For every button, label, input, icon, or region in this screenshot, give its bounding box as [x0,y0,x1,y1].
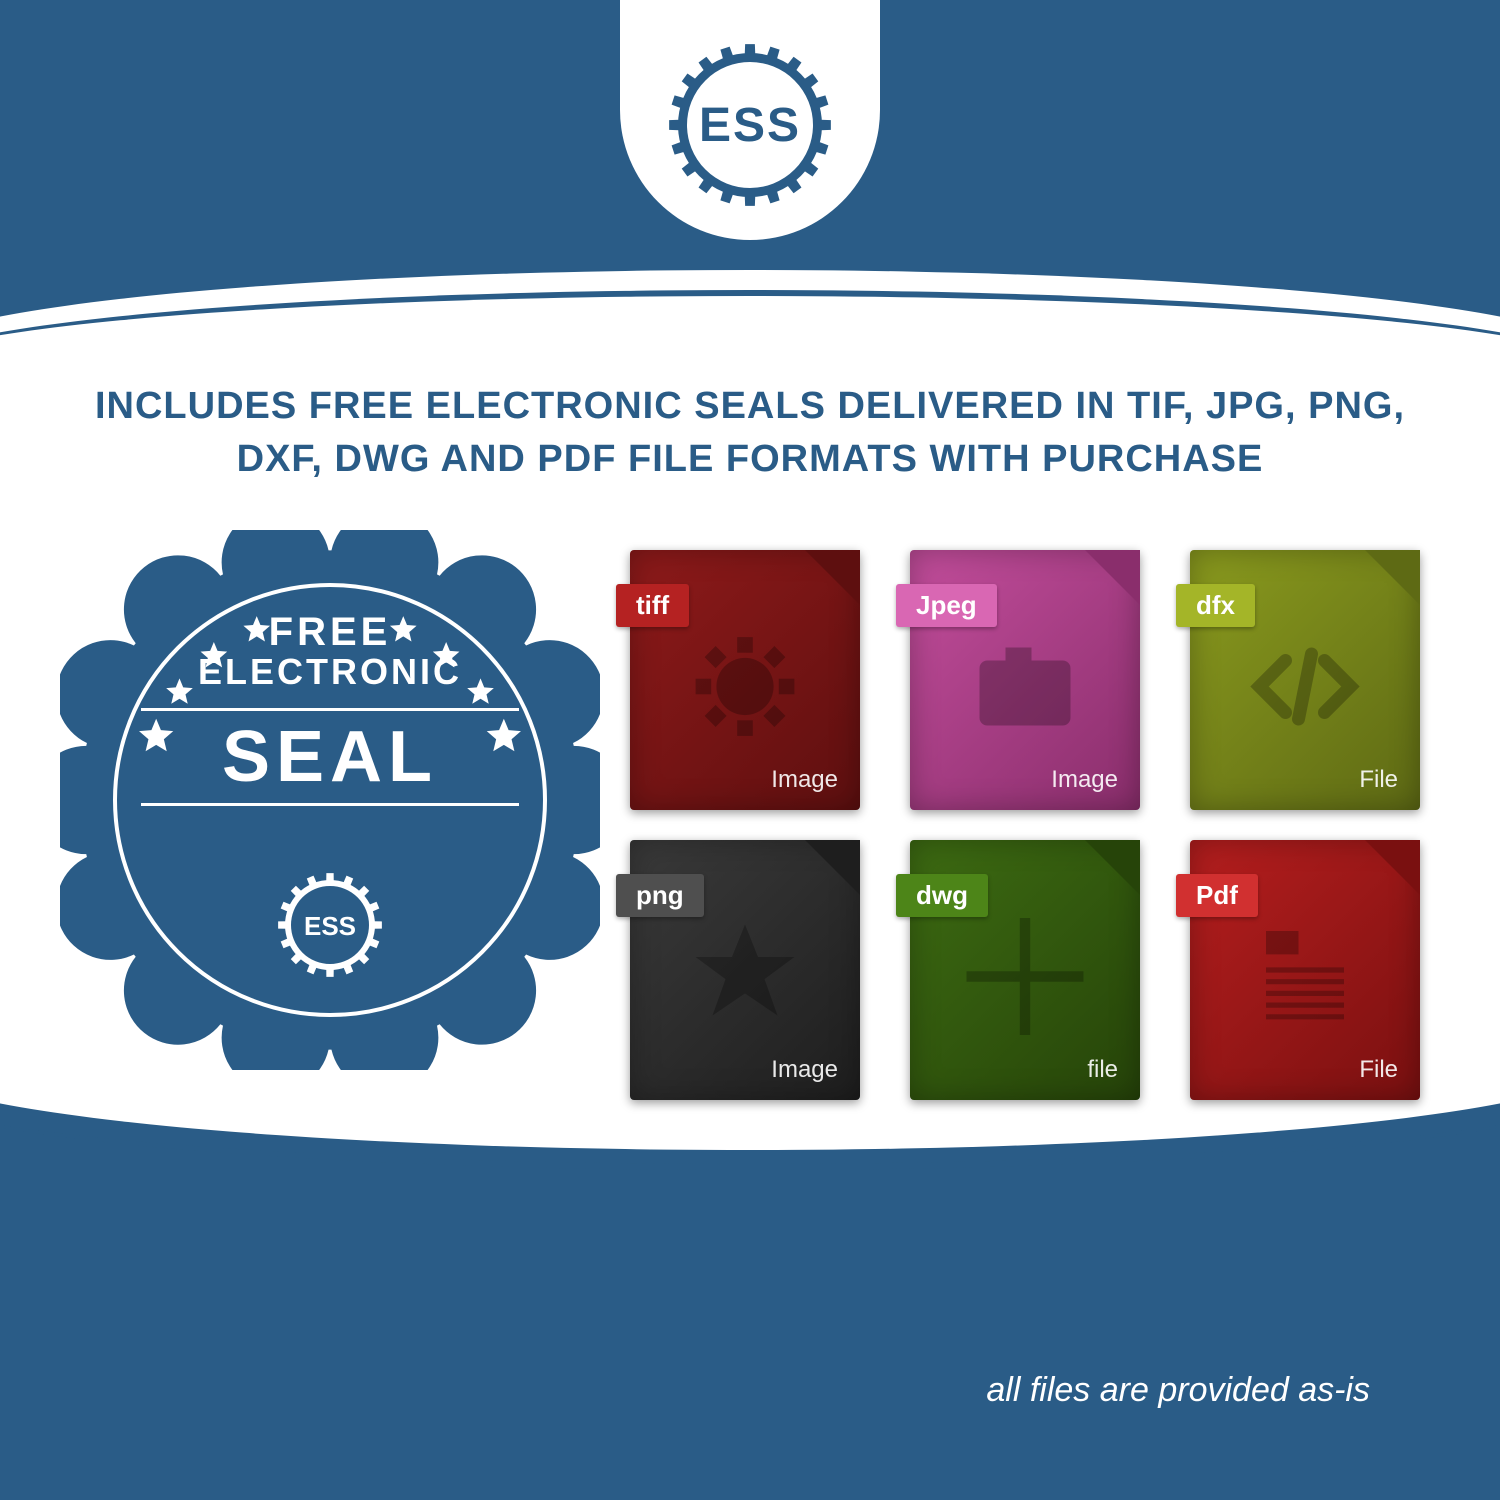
file-fold-corner [805,840,860,895]
logo-text: ESS [699,98,801,153]
file-type-label: Image [771,766,838,794]
file-glyph-icon [680,622,810,752]
file-glyph-icon [1240,912,1370,1042]
file-icon-jpeg: Jpeg Image [910,550,1140,810]
file-icon-dfx: dfx File [1190,550,1420,810]
file-fold-corner [1365,840,1420,895]
file-icon-tiff: tiff Image [630,550,860,810]
logo-shield: ESS [620,0,880,240]
file-glyph-icon [1240,622,1370,752]
content-row: FREE ELECTRONIC SEAL ESS tiff Image Jpeg [60,530,1440,1100]
file-fold-corner [1365,550,1420,605]
file-fold-corner [1085,550,1140,605]
free-electronic-seal-badge: FREE ELECTRONIC SEAL ESS [60,530,600,1070]
file-glyph-icon [680,912,810,1042]
file-format-grid: tiff Image Jpeg Image dfx File png Image… [630,530,1440,1100]
file-type-label: Image [1051,766,1118,794]
disclaimer-text: all files are provided as-is [986,1371,1370,1410]
file-glyph-icon [960,622,1090,752]
file-type-label: File [1359,1056,1398,1084]
file-type-label: file [1087,1056,1118,1084]
seal-stars-arc [60,530,600,1070]
file-type-label: Image [771,1056,838,1084]
headline-text: INCLUDES FREE ELECTRONIC SEALS DELIVERED… [60,380,1440,486]
file-icon-dwg: dwg file [910,840,1140,1100]
file-fold-corner [805,550,860,605]
logo-gear: ESS [660,35,840,215]
file-icon-pdf: Pdf File [1190,840,1420,1100]
file-icon-png: png Image [630,840,860,1100]
file-fold-corner [1085,840,1140,895]
file-format-label: tiff [616,584,689,627]
file-glyph-icon [960,912,1090,1042]
file-type-label: File [1359,766,1398,794]
